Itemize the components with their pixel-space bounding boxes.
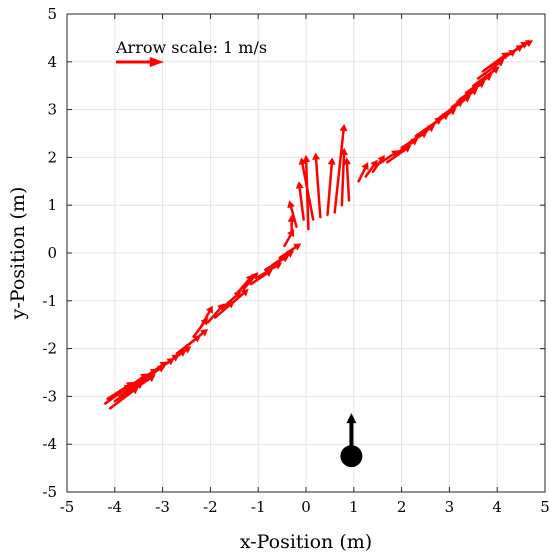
velocity-arrow: [108, 389, 135, 410]
x-tick-label: 5: [540, 498, 550, 516]
x-tick-label: 4: [492, 498, 502, 516]
velocity-arrow-head: [524, 40, 534, 48]
velocity-arrow: [450, 90, 474, 109]
y-tick-label: 5: [47, 5, 57, 23]
velocity-arrow-head: [343, 157, 352, 165]
x-tick-label: -2: [203, 498, 218, 516]
velocity-arrow: [235, 278, 251, 295]
marker-dot: [340, 445, 363, 468]
marker-heading-arrow-head: [346, 413, 357, 424]
y-tick-label: -2: [42, 340, 57, 358]
y-tick-label: -1: [42, 292, 57, 310]
velocity-arrow-head: [312, 152, 321, 160]
velocity-arrow-head: [200, 329, 209, 337]
velocity-arrow: [376, 152, 395, 166]
legend-arrow-head: [149, 57, 164, 67]
y-tick-label: 0: [47, 244, 57, 262]
velocity-arrow-head: [295, 181, 304, 189]
velocity-arrow: [357, 167, 367, 183]
velocity-arrow: [249, 272, 268, 286]
velocity-arrow: [185, 332, 204, 348]
y-tick-label: 3: [47, 101, 57, 119]
velocity-arrow: [314, 158, 322, 219]
velocity-arrow-head: [287, 200, 295, 209]
tick-labels: -5 -4 -3 -2 -1 0 1 2 3 4 5 -5 -4 -3 -2 -1 0 1 2 3 4 5: [42, 5, 549, 516]
velocity-arrow: [298, 186, 305, 221]
velocity-arrow-head: [327, 157, 336, 165]
velocity-arrow: [429, 110, 453, 128]
y-axis-label: y-Position (m): [7, 187, 29, 321]
velocity-arrow: [393, 141, 414, 157]
velocity-arrow: [242, 276, 255, 291]
velocity-arrow-head: [293, 243, 302, 251]
velocity-arrow: [476, 62, 500, 80]
y-tick-label: -3: [42, 387, 57, 405]
velocity-arrow-head: [361, 162, 369, 171]
velocity-arrow: [457, 83, 481, 102]
velocity-arrow: [464, 76, 489, 95]
velocity-arrow: [228, 292, 245, 307]
x-tick-label: -3: [155, 498, 170, 516]
velocity-arrow: [166, 348, 187, 365]
velocity-arrow-head: [298, 157, 307, 166]
velocity-arrow: [386, 148, 407, 164]
velocity-arrow: [510, 42, 529, 54]
velocity-arrow-head: [339, 123, 348, 132]
x-tick-label: 1: [349, 498, 359, 516]
x-tick-label: 0: [301, 498, 311, 516]
velocity-arrow-head: [205, 305, 213, 314]
velocity-arrows: [103, 40, 534, 410]
velocity-arrow: [106, 384, 130, 401]
velocity-arrow: [326, 163, 333, 217]
velocity-arrow: [199, 310, 211, 329]
velocity-arrow-head: [250, 272, 259, 281]
velocity-arrow: [221, 294, 238, 310]
velocity-arrow: [213, 304, 231, 319]
velocity-arrow: [120, 376, 144, 393]
velocity-arrow: [206, 307, 222, 324]
y-tick-label: -4: [42, 435, 57, 453]
velocity-arrow: [333, 129, 345, 214]
velocity-arrow: [364, 164, 375, 178]
x-tick-label: -4: [107, 498, 122, 516]
x-tick-label: -1: [251, 498, 266, 516]
velocity-arrow: [283, 233, 292, 248]
legend-label: Arrow scale: 1 m/s: [115, 38, 267, 57]
velocity-arrow: [472, 69, 496, 87]
velocity-arrow: [289, 205, 298, 228]
y-tick-label: -5: [42, 483, 57, 501]
velocity-arrow-head: [302, 155, 311, 163]
y-tick-label: 2: [47, 148, 57, 166]
position-marker: [340, 413, 363, 468]
axes-frame: [66, 13, 546, 493]
velocity-arrow: [443, 98, 467, 116]
velocity-arrow-head: [240, 288, 249, 297]
velocity-arrow: [125, 377, 151, 396]
arrow-scale-legend: Arrow scale: 1 m/s: [115, 38, 267, 67]
velocity-arrow: [407, 127, 431, 145]
velocity-arrow: [278, 246, 297, 260]
velocity-arrow: [256, 264, 278, 279]
y-tick-label: 4: [47, 53, 57, 71]
x-tick-label: 2: [397, 498, 407, 516]
velocity-arrow: [271, 253, 290, 267]
velocity-arrow: [340, 153, 346, 207]
velocity-arrow: [301, 163, 315, 221]
velocity-arrow-head: [339, 147, 348, 156]
y-tick-label: 1: [47, 196, 57, 214]
x-tick-label: 3: [445, 498, 455, 516]
x-axis-label: x-Position (m): [240, 531, 372, 553]
velocity-arrow: [345, 163, 351, 202]
x-tick-label: -5: [60, 498, 75, 516]
